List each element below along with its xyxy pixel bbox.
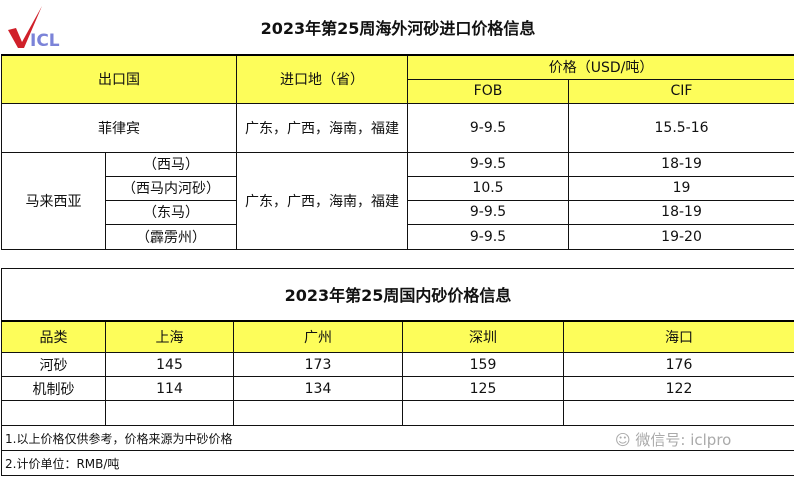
fob-value: 9-9.5 <box>407 199 569 225</box>
cif-value: 18-19 <box>567 199 794 225</box>
country-malaysia: 马来西亚 <box>1 151 106 250</box>
category: 河砂 <box>1 352 106 377</box>
domestic-title: 2023年第25周国内砂价格信息 <box>1 268 794 322</box>
import-place: 广东，广西，海南，福建 <box>236 102 408 153</box>
header-fob: FOB <box>407 78 569 104</box>
header-import-place: 进口地（省） <box>236 54 408 104</box>
cif-value: 19 <box>567 175 794 201</box>
wechat-watermark: ☺ 微信号: iclpro <box>615 429 731 450</box>
overseas-sand-table: 2023年第25周海外河砂进口价格信息 出口国 进口地（省） 价格（USD/吨）… <box>1 0 794 250</box>
price-cell: 145 <box>105 352 234 377</box>
overseas-title: 2023年第25周海外河砂进口价格信息 <box>1 0 794 56</box>
fob-value: 10.5 <box>407 175 569 201</box>
fob-value: 9-9.5 <box>407 151 569 177</box>
price-cell: 134 <box>233 376 403 401</box>
empty-row <box>1 400 794 426</box>
table-row: 机制砂 114 134 125 122 <box>1 376 794 401</box>
category: 机制砂 <box>1 376 106 401</box>
wechat-icon: ☺ <box>615 431 636 449</box>
cif-value: 19-20 <box>567 223 794 250</box>
price-cell: 114 <box>105 376 234 401</box>
header-export-country: 出口国 <box>1 54 237 104</box>
price-cell: 125 <box>402 376 564 401</box>
note-2: 2.计价单位：RMB/吨 <box>1 450 794 476</box>
header-category: 品类 <box>1 320 106 353</box>
header-cif: CIF <box>567 78 794 104</box>
region: （东马） <box>105 199 237 225</box>
country-philippines: 菲律宾 <box>1 102 237 153</box>
price-cell: 122 <box>563 376 794 401</box>
fob-value: 9-9.5 <box>407 223 569 250</box>
cif-value: 15.5-16 <box>567 102 794 153</box>
watermark-text: 微信号: iclpro <box>635 431 732 449</box>
header-haikou: 海口 <box>563 320 794 353</box>
header-shenzhen: 深圳 <box>402 320 564 353</box>
region: （西马） <box>105 151 237 177</box>
region: （霹雳州） <box>105 223 237 250</box>
import-place: 广东，广西，海南，福建 <box>236 151 408 250</box>
header-price: 价格（USD/吨） <box>406 54 794 80</box>
price-cell: 159 <box>402 352 564 377</box>
price-cell: 176 <box>563 352 794 377</box>
header-guangzhou: 广州 <box>233 320 403 353</box>
table-row: 河砂 145 173 159 176 <box>1 352 794 377</box>
domestic-sand-table: 2023年第25周国内砂价格信息 品类 上海 广州 深圳 海口 河砂 145 1… <box>1 268 794 476</box>
cif-value: 18-19 <box>567 151 794 177</box>
header-shanghai: 上海 <box>105 320 234 353</box>
price-cell: 173 <box>233 352 403 377</box>
fob-value: 9-9.5 <box>407 102 569 153</box>
region: （西马内河砂） <box>105 175 237 201</box>
